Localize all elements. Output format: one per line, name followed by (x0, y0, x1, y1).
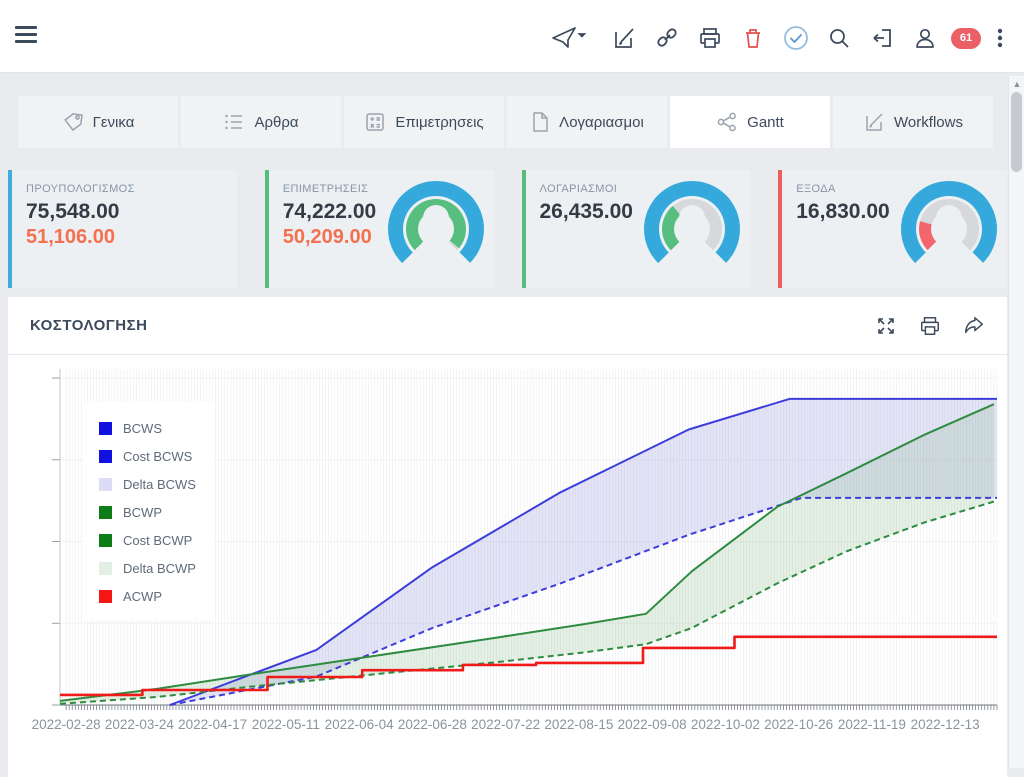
card-value-secondary: 51,106.00 (26, 226, 115, 249)
tab-epimetriseis[interactable]: Επιμετρησεις (344, 96, 504, 148)
legend-swatch (99, 561, 112, 575)
send-icon[interactable] (546, 21, 598, 55)
svg-text:2022-04-17: 2022-04-17 (178, 717, 247, 732)
svg-text:2022-12-13: 2022-12-13 (911, 717, 980, 732)
panel-header: ΚΟΣΤΟΛΟΓΗΣΗ (8, 297, 1007, 355)
list-icon (225, 114, 243, 130)
tag-icon (63, 113, 83, 132)
costing-panel: ΚΟΣΤΟΛΟΓΗΣΗ 2022-02-28 2022-03 (8, 297, 1007, 777)
legend-label: Cost BCWP (123, 532, 193, 548)
tab-label: Workflows (894, 113, 963, 131)
card-value-primary: 75,548.00 (26, 200, 120, 223)
svg-text:2022-03-24: 2022-03-24 (105, 717, 175, 732)
svg-text:2022-10-02: 2022-10-02 (691, 717, 760, 732)
svg-text:2022-08-15: 2022-08-15 (544, 717, 613, 732)
tab-label: Γενικα (92, 113, 135, 131)
legend-swatch (99, 589, 112, 603)
user-icon[interactable] (908, 21, 942, 55)
tab-logariasmoi[interactable]: Λογαριασμοι (507, 96, 667, 148)
kpi-cards-row: ΠΡΟΥΠΟΛΟΓΙΣΜΟΣ 75,548.00 51,106.00 ΕΠΙΜΕ… (8, 170, 1007, 288)
cost-chart: 2022-02-28 2022-03-24 2022-04-17 2022-05-11… (8, 355, 1007, 755)
tab-gantt[interactable]: Gantt (670, 96, 830, 148)
scroll-up-arrow-icon[interactable]: ▲ (1012, 79, 1022, 89)
edit-icon[interactable] (607, 21, 641, 55)
card-label: ΕΞΟΔΑ (796, 183, 836, 195)
svg-text:2022-06-28: 2022-06-28 (398, 717, 467, 732)
gauge-chart (387, 181, 484, 277)
trash-icon[interactable] (736, 21, 770, 55)
card-label: ΠΡΟΥΠΟΛΟΓΙΣΜΟΣ (26, 183, 135, 195)
tab-label: Λογαριασμοι (559, 113, 644, 131)
svg-text:2022-09-08: 2022-09-08 (618, 717, 687, 732)
link-icon[interactable] (650, 21, 684, 55)
card-value-primary: 16,830.00 (796, 200, 890, 223)
card-value-primary: 26,435.00 (539, 200, 633, 223)
expand-icon[interactable] (875, 315, 897, 337)
legend-item[interactable]: Cost BCWP (99, 526, 196, 554)
chart-canvas: 2022-02-28 2022-03-24 2022-04-17 2022-05-11… (32, 369, 998, 732)
tab-genika[interactable]: Γενικα (18, 96, 178, 148)
legend-label: Delta BCWP (123, 560, 196, 576)
legend-label: Cost BCWS (123, 448, 193, 464)
card-logariasmoi: ΛΟΓΑΡΙΑΣΜΟΙ 26,435.00 (521, 170, 751, 288)
tab-label: Αρθρα (254, 113, 299, 131)
vertical-scrollbar[interactable]: ▲ (1008, 76, 1024, 768)
svg-text:2022-05-11: 2022-05-11 (252, 717, 320, 732)
legend-item[interactable]: Delta BCWS (99, 470, 196, 498)
chart-legend[interactable]: BCWS Cost BCWS Delta BCWS BCWP Cost BCWP Delt… (84, 402, 214, 620)
legend-item[interactable]: Cost BCWS (99, 442, 196, 470)
card-exoda: ΕΞΟΔΑ 16,830.00 (778, 170, 1007, 288)
legend-label: Delta BCWS (123, 476, 196, 492)
edit-square-icon (866, 113, 883, 131)
card-label: ΕΠΙΜΕΤΡΗΣΕΙΣ (282, 183, 369, 195)
legend-label: BCWP (123, 504, 162, 520)
legend-label: BCWS (123, 420, 162, 436)
svg-text:2022-11-19: 2022-11-19 (838, 717, 906, 732)
card-epimetriseis: ΕΠΙΜΕΤΡΗΣΕΙΣ 74,222.00 50,209.00 (264, 170, 494, 288)
hamburger-menu-icon[interactable] (15, 26, 37, 46)
legend-swatch (99, 533, 112, 547)
card-value-secondary: 50,209.00 (282, 226, 372, 249)
legend-label: ACWP (123, 588, 162, 604)
scrollbar-thumb[interactable] (1011, 92, 1022, 172)
card-value-primary: 74,222.00 (282, 200, 377, 223)
legend-item[interactable]: BCWP (99, 498, 196, 526)
legend-swatch (99, 477, 112, 491)
share-icon[interactable] (963, 315, 985, 337)
calculator-icon (366, 113, 385, 131)
share-nodes-icon (717, 112, 737, 132)
print-icon[interactable] (919, 315, 941, 337)
tab-label: Επιμετρησεις (395, 113, 484, 131)
svg-text:2022-07-22: 2022-07-22 (471, 717, 540, 732)
gauge-chart (901, 181, 997, 277)
tab-arthra[interactable]: Αρθρα (181, 96, 341, 148)
panel-title: ΚΟΣΤΟΛΟΓΗΣΗ (30, 317, 148, 334)
check-circle-icon[interactable] (779, 21, 813, 55)
notification-badge[interactable]: 61 (951, 27, 981, 49)
gauge-chart (644, 181, 741, 277)
svg-text:2022-02-28: 2022-02-28 (32, 717, 101, 732)
search-icon[interactable] (822, 21, 856, 55)
svg-text:2022-10-26: 2022-10-26 (764, 717, 833, 732)
legend-item[interactable]: BCWS (99, 414, 196, 442)
legend-swatch (99, 421, 112, 435)
card-label: ΛΟΓΑΡΙΑΣΜΟΙ (539, 183, 618, 195)
print-icon[interactable] (693, 21, 727, 55)
top-toolbar: 61 (0, 0, 1024, 73)
legend-item[interactable]: Delta BCWP (99, 554, 196, 582)
kebab-menu-icon[interactable] (990, 21, 1010, 55)
tab-label: Gantt (747, 113, 784, 131)
legend-swatch (99, 449, 112, 463)
legend-swatch (99, 505, 112, 519)
logout-icon[interactable] (865, 21, 899, 55)
legend-item[interactable]: ACWP (99, 582, 196, 610)
tab-workflows[interactable]: Workflows (833, 96, 993, 148)
tab-bar: Γενικα Αρθρα Επιμετρησεις Λογαριασμοι Ga… (18, 96, 993, 148)
card-proypologismos: ΠΡΟΥΠΟΛΟΓΙΣΜΟΣ 75,548.00 51,106.00 (8, 170, 237, 288)
svg-text:2022-06-04: 2022-06-04 (325, 717, 395, 732)
document-icon (533, 112, 548, 132)
